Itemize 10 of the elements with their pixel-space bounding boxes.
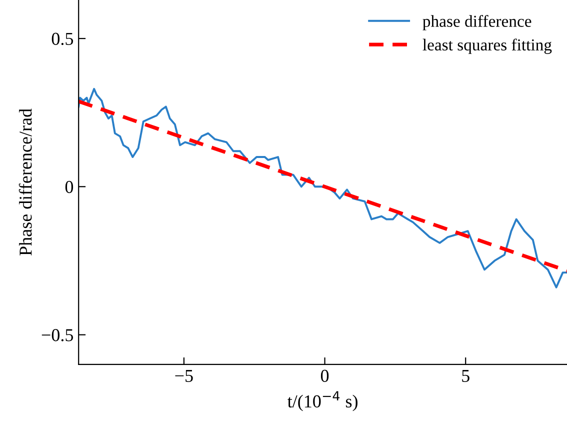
y-tick-label: 0 xyxy=(65,180,74,194)
legend-label: phase difference xyxy=(422,15,532,30)
x-tick-label: 0 xyxy=(320,370,329,382)
x-axis-title: t/(10$^{−4}$ s) xyxy=(288,391,358,412)
x-tick-label: 5 xyxy=(462,370,470,382)
y-axis-title: Phase difference/rad xyxy=(18,108,32,256)
y-tick-label: 0.5 xyxy=(52,32,74,46)
y-tick-label: −0.5 xyxy=(42,329,74,342)
legend-label: least squares fitting xyxy=(422,38,552,54)
x-tick-label: −5 xyxy=(175,370,193,382)
